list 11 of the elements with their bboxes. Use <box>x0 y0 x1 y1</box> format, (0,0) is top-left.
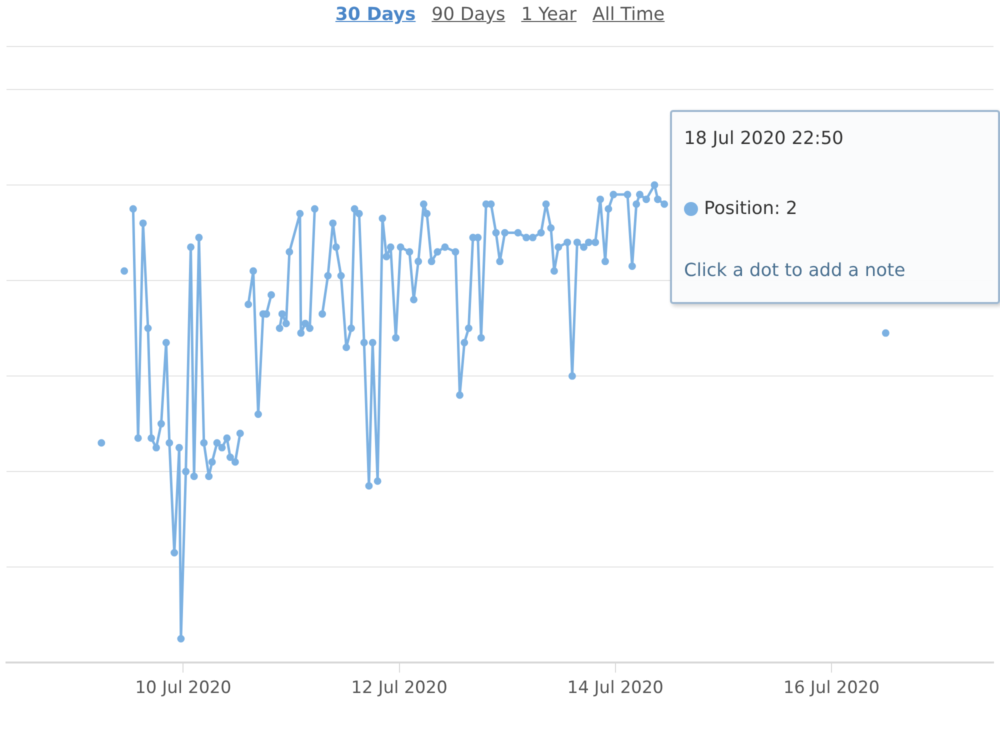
text: 90 Days <box>432 4 506 25</box>
tooltip-panel: 18 Jul 2020 22:50 Position: 2 Click a dot to add a note <box>670 110 1000 304</box>
x-tick-label: 16 Jul 2020 <box>783 678 880 698</box>
text: 1 Year <box>521 4 577 25</box>
text: All Time <box>592 4 665 25</box>
x-tick-label: 14 Jul 2020 <box>567 678 664 698</box>
x-tick-label: 12 Jul 2020 <box>351 678 448 698</box>
x-tick-label: 10 Jul 2020 <box>135 678 232 698</box>
annotation: Position: 2 <box>704 198 798 219</box>
annotation: Click a dot to add a note <box>684 260 906 281</box>
text: 30 Days <box>335 4 416 25</box>
